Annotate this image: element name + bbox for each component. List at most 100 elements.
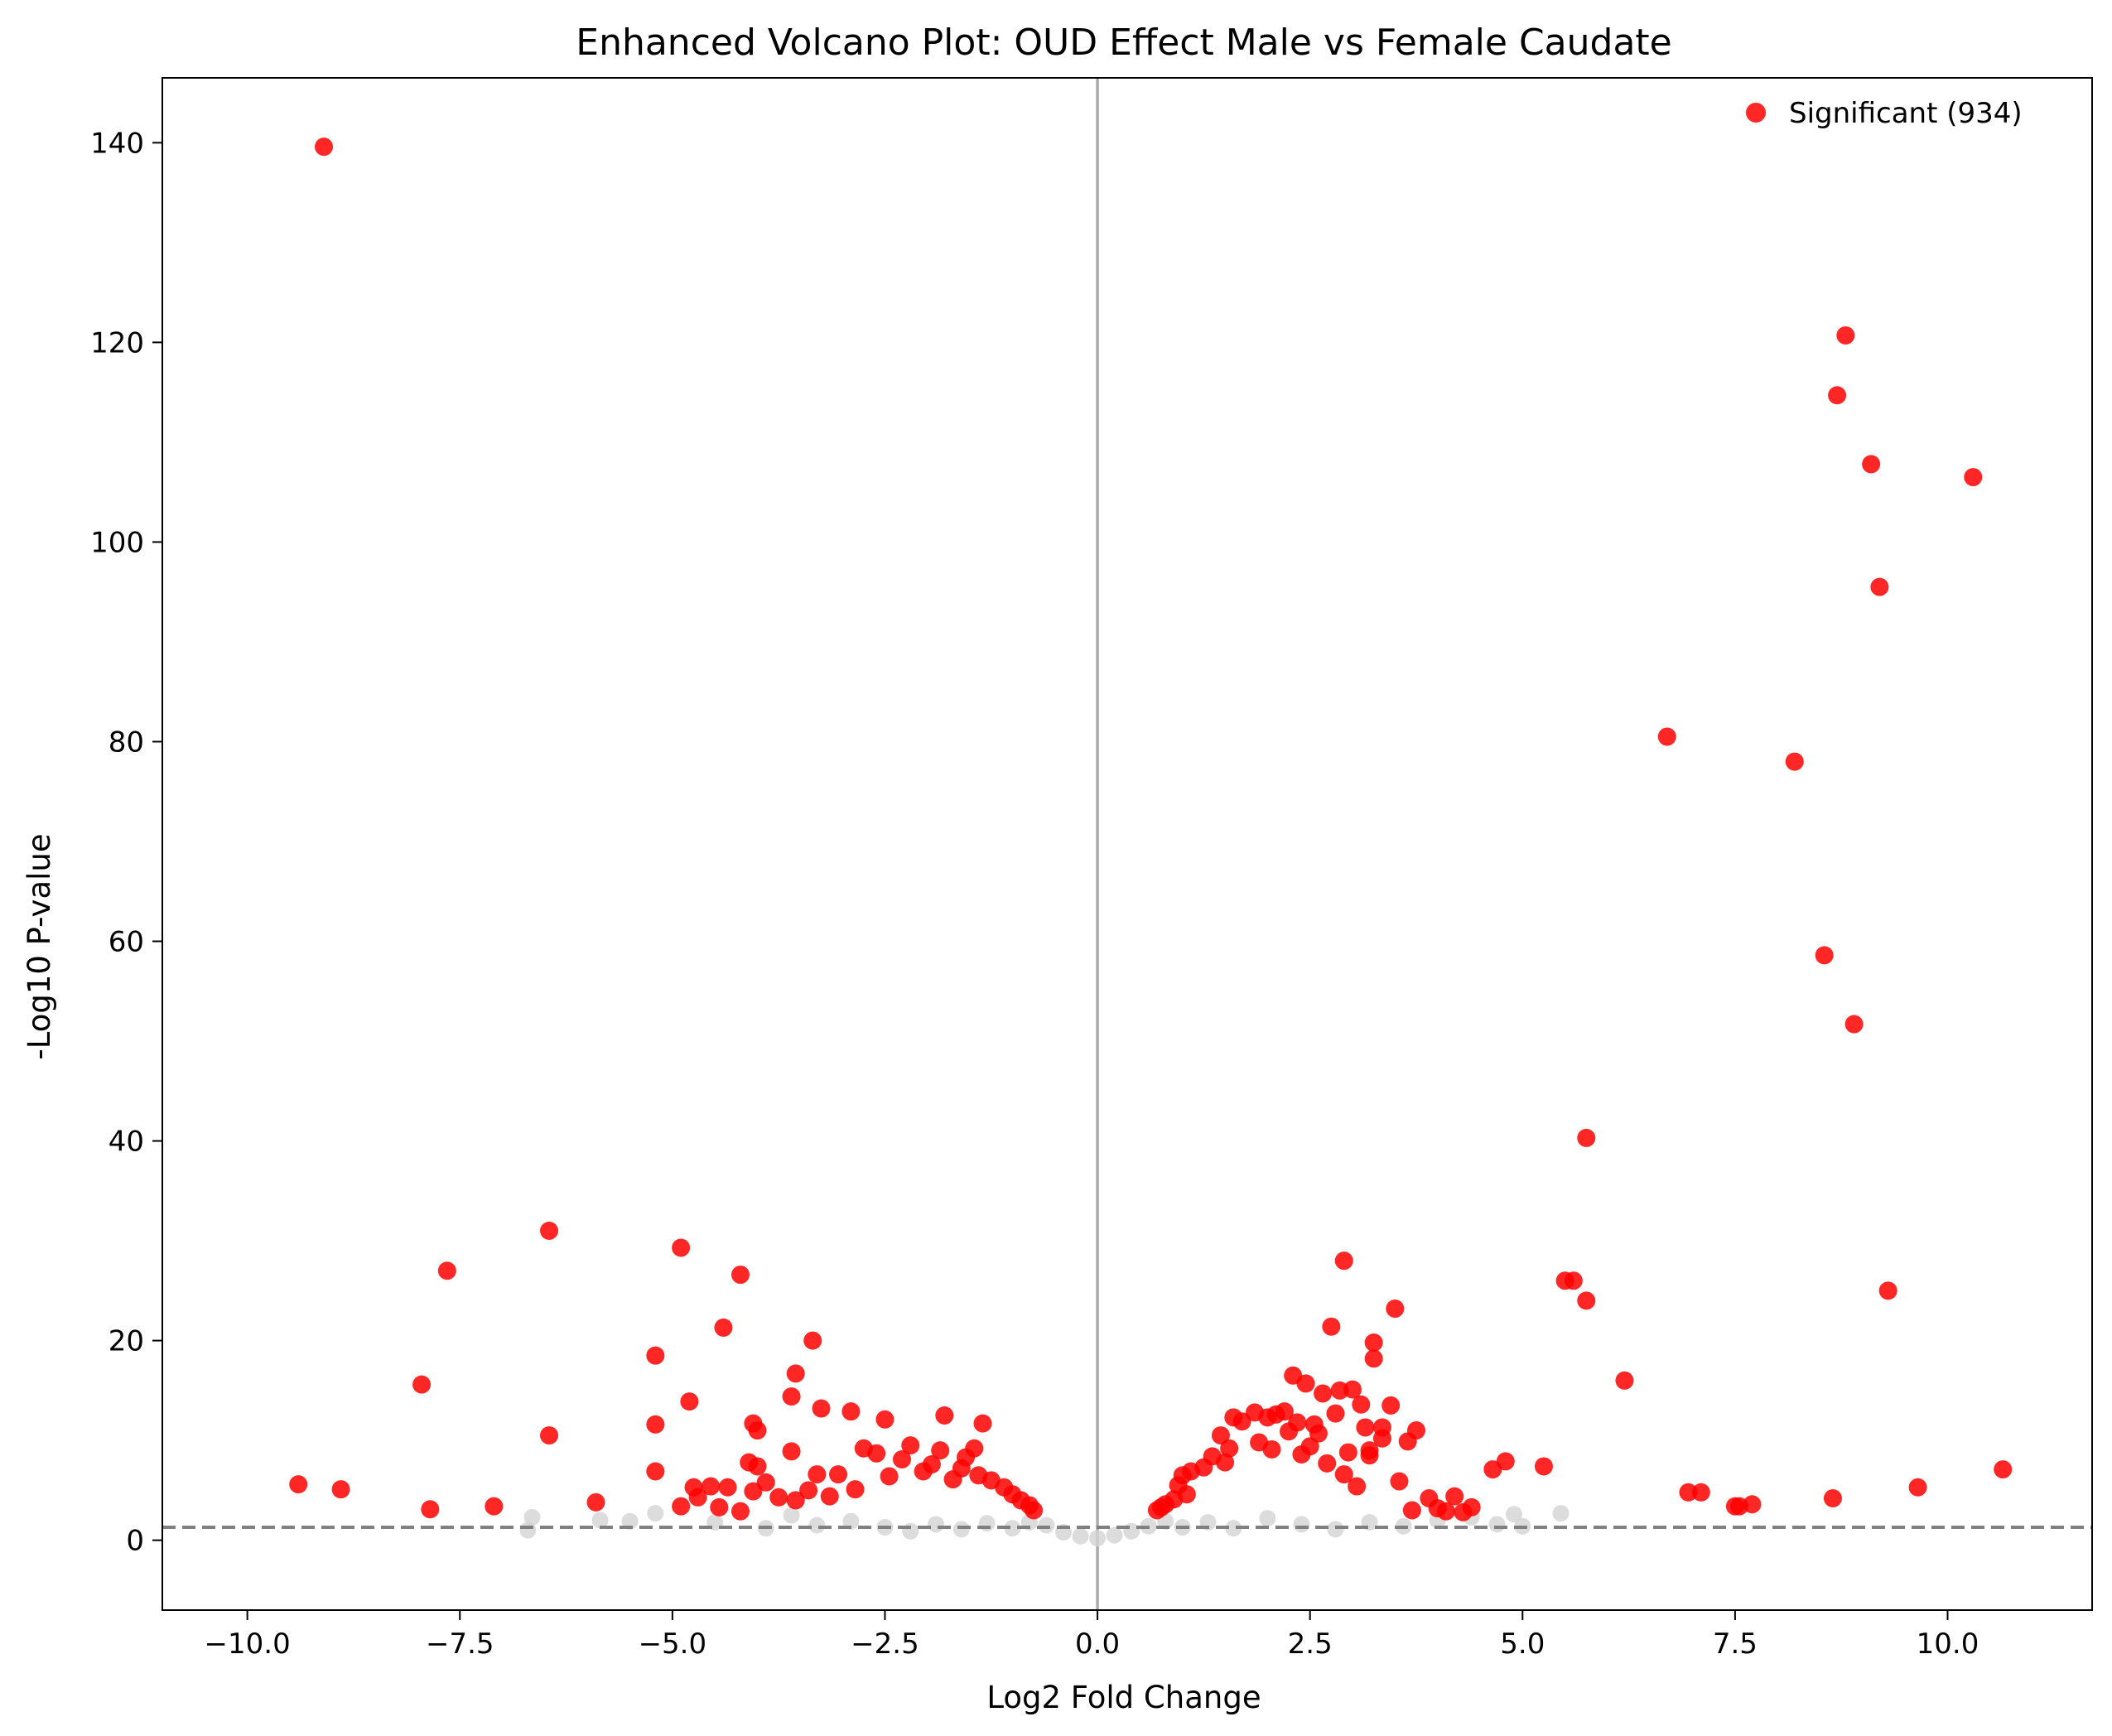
nonsignificant-point — [808, 1517, 826, 1534]
significant-point — [1398, 1432, 1417, 1451]
significant-point — [1496, 1452, 1515, 1471]
significant-point — [748, 1421, 767, 1440]
significant-point — [914, 1462, 933, 1481]
significant-point — [1691, 1483, 1710, 1502]
significant-point — [421, 1500, 440, 1519]
y-tick-label: 60 — [108, 926, 144, 959]
significant-point — [646, 1415, 665, 1434]
significant-point — [1743, 1495, 1762, 1514]
legend-marker-significant — [1746, 103, 1766, 123]
x-tick-label: 5.0 — [1500, 1628, 1545, 1661]
significant-point — [782, 1387, 801, 1406]
significant-point — [943, 1470, 962, 1489]
significant-point — [1402, 1501, 1421, 1520]
significant-point — [935, 1406, 954, 1425]
significant-point — [756, 1473, 775, 1492]
significant-point — [969, 1466, 988, 1485]
significant-point — [965, 1439, 984, 1458]
significant-point — [1262, 1439, 1281, 1459]
chart-title: Enhanced Volcano Plot: OUD Effect Male v… — [576, 22, 1671, 64]
significant-point — [1454, 1502, 1473, 1521]
significant-point — [744, 1482, 763, 1501]
significant-point — [1309, 1424, 1328, 1443]
significant-point — [1318, 1454, 1337, 1473]
significant-point — [680, 1392, 699, 1411]
significant-point — [1296, 1374, 1315, 1393]
significant-point — [1908, 1478, 1927, 1497]
significant-point — [1194, 1458, 1213, 1477]
nonsignificant-point — [952, 1521, 970, 1538]
significant-point — [540, 1222, 559, 1241]
nonsignificant-point — [621, 1512, 639, 1530]
y-tick-label: 100 — [90, 526, 144, 559]
significant-point — [854, 1439, 873, 1458]
nonsignificant-point — [1106, 1526, 1123, 1544]
y-tick-label: 120 — [90, 326, 144, 359]
significant-point — [1292, 1444, 1311, 1464]
legend: Significant (934) — [1746, 97, 2023, 130]
x-axis-ticks: −10.0 −7.5 −5.0 −2.5 0.0 2.5 5.0 7.5 10.0 — [205, 1610, 1979, 1661]
significant-point — [412, 1375, 432, 1394]
significant-point — [289, 1475, 308, 1494]
significant-point — [1356, 1418, 1375, 1437]
nonsignificant-point — [591, 1512, 609, 1529]
nonsignificant-point — [1488, 1516, 1506, 1533]
x-axis-label: Log2 Fold Change — [986, 1680, 1261, 1715]
x-tick-label: 0.0 — [1075, 1628, 1120, 1661]
significant-point — [714, 1318, 733, 1337]
significant-point — [485, 1497, 504, 1516]
plot-area — [162, 77, 2093, 1611]
significant-point — [1823, 1489, 1842, 1508]
significant-point — [1862, 455, 1881, 474]
significant-point — [586, 1492, 605, 1512]
significant-point — [748, 1457, 767, 1476]
y-axis-ticks: 0 20 40 60 80 100 120 140 — [90, 127, 162, 1558]
significant-point — [688, 1488, 707, 1507]
significant-point — [808, 1465, 827, 1484]
x-tick-label: 10.0 — [1917, 1628, 1979, 1661]
significant-point — [437, 1261, 456, 1280]
y-tick-label: 0 — [126, 1525, 144, 1558]
y-tick-label: 140 — [90, 127, 144, 160]
significant-point — [1326, 1404, 1345, 1423]
significant-point — [1338, 1443, 1357, 1462]
significant-point — [1836, 326, 1855, 345]
significant-point — [315, 137, 334, 157]
nonsignificant-point — [1506, 1506, 1523, 1523]
significant-point — [846, 1480, 865, 1499]
significant-point — [812, 1399, 831, 1418]
x-tick-label: −10.0 — [205, 1628, 291, 1661]
significant-point — [1381, 1396, 1401, 1415]
significant-point — [1220, 1439, 1239, 1458]
significant-point — [646, 1462, 665, 1481]
significant-point — [1534, 1457, 1553, 1476]
significant-point — [1364, 1349, 1383, 1368]
nonsignificant-point — [523, 1508, 541, 1526]
significant-point — [1216, 1453, 1235, 1472]
significant-point — [1577, 1128, 1596, 1147]
nonsignificant-point — [647, 1505, 664, 1522]
nonsignificant-point — [1123, 1522, 1140, 1540]
significant-point — [841, 1402, 861, 1421]
significant-point — [1280, 1422, 1299, 1441]
nonsignificant-point — [783, 1507, 800, 1524]
significant-point — [786, 1491, 805, 1510]
significant-point — [1844, 1015, 1864, 1034]
significant-point — [1679, 1483, 1698, 1502]
significant-point — [1577, 1291, 1596, 1310]
nonsignificant-point — [1552, 1505, 1570, 1522]
significant-point — [1177, 1485, 1196, 1504]
significant-point — [799, 1481, 818, 1500]
significant-point — [331, 1480, 350, 1499]
y-tick-label: 80 — [108, 726, 144, 759]
significant-point — [1343, 1380, 1362, 1399]
significant-point — [1322, 1317, 1341, 1336]
nonsignificant-point — [1072, 1527, 1089, 1545]
significant-point — [1348, 1477, 1367, 1496]
significant-point — [1386, 1300, 1405, 1319]
x-tick-label: −5.0 — [639, 1628, 707, 1661]
significant-point — [1364, 1333, 1383, 1353]
significant-point — [786, 1364, 805, 1383]
